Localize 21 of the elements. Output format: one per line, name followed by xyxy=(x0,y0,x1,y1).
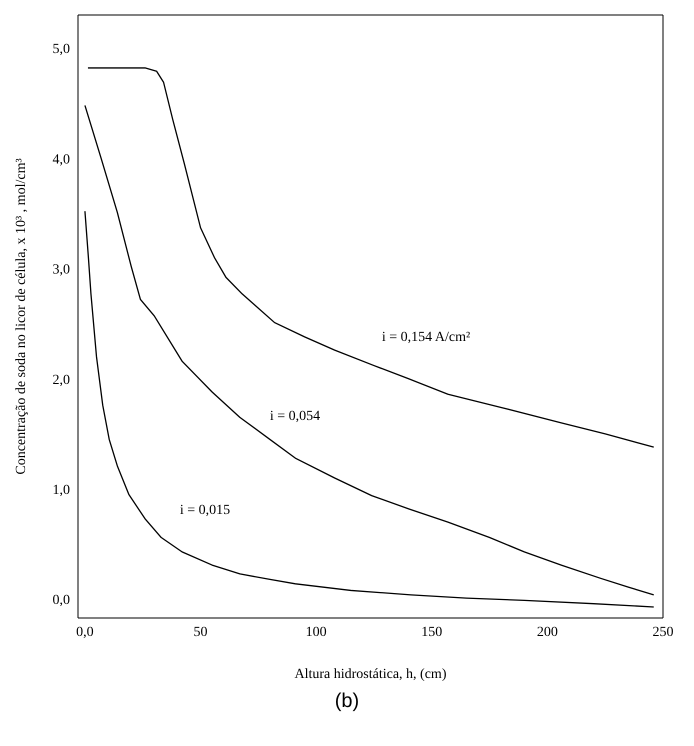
line-series xyxy=(87,67,654,448)
y-tick-label: 2,0 xyxy=(52,372,70,388)
x-tick-label: 0,0 xyxy=(76,624,94,640)
line-series xyxy=(84,104,654,596)
x-tick-label: 100 xyxy=(306,624,327,640)
y-tick-label: 1,0 xyxy=(52,482,70,498)
x-tick-label: 250 xyxy=(652,624,674,640)
line-series xyxy=(84,210,654,608)
annotation: i = 0,154 A/cm² xyxy=(382,330,470,346)
x-tick-label: 50 xyxy=(194,624,208,640)
y-tick-label: 0,0 xyxy=(52,593,70,608)
annotation: i = 0,015 xyxy=(180,503,230,519)
text: (b) xyxy=(334,690,360,713)
y-axis-title: Concentração de soda no licor de célula, x 10³ , mol/cm³ xyxy=(14,158,29,475)
x-axis-title: Altura hidrostática, h, (cm) xyxy=(294,667,447,682)
x-tick-label: 200 xyxy=(536,624,558,640)
x-tick-label: 150 xyxy=(421,624,442,640)
y-tick-label: 4,0 xyxy=(52,152,70,168)
y-tick-label: 5,0 xyxy=(52,42,70,58)
y-tick-label: 3,0 xyxy=(52,262,70,278)
annotation: i = 0,054 xyxy=(270,409,320,425)
